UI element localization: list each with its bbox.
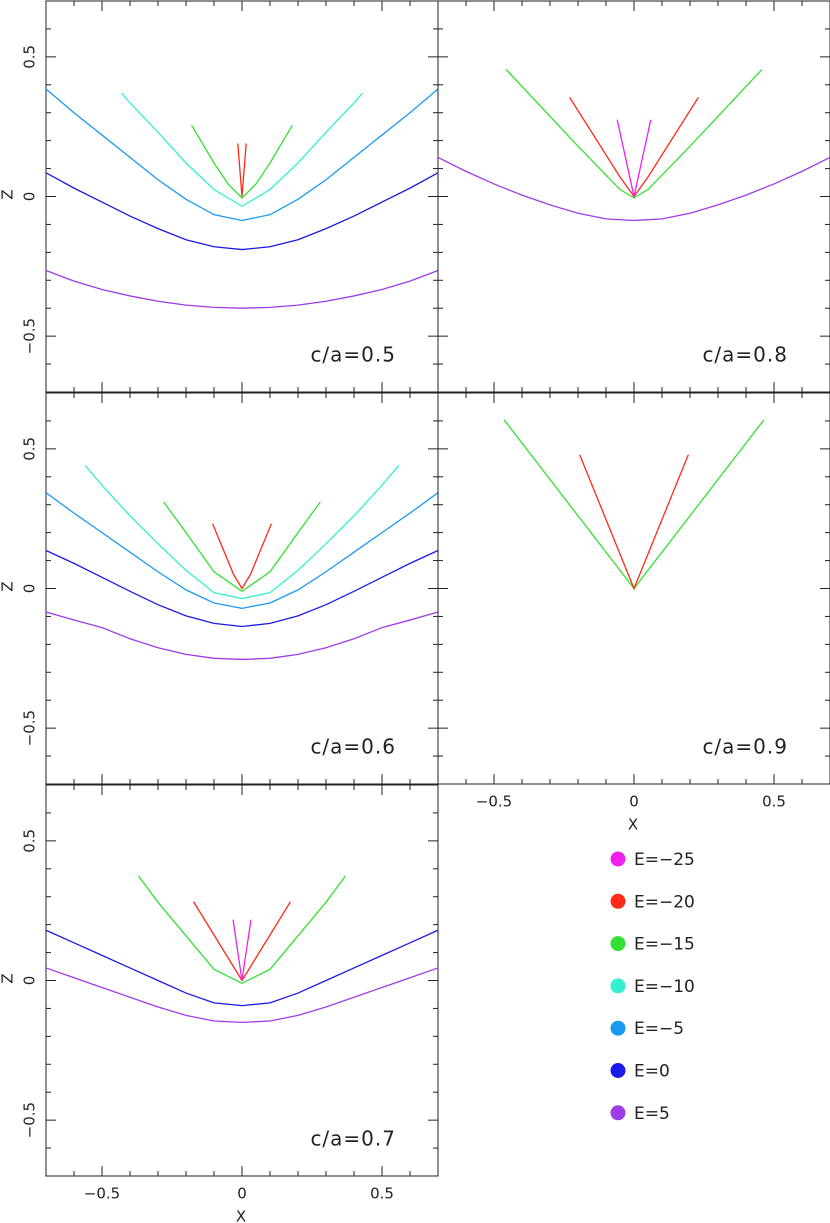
curve	[121, 92, 363, 208]
panel-title: c/a=0.6	[310, 735, 396, 759]
legend-swatch	[610, 893, 626, 909]
y-tick-label: 0	[21, 976, 39, 986]
curve	[45, 929, 439, 1007]
x-tick-label: 0.5	[370, 1185, 394, 1203]
x-tick-label: −0.5	[84, 1185, 120, 1203]
y-tick-label: 0.5	[21, 45, 39, 69]
x-axis-label: X	[236, 1208, 246, 1223]
curve	[137, 875, 347, 985]
legend-swatch	[610, 1063, 626, 1078]
legend-swatch	[610, 1020, 626, 1036]
x-tick-label: 0.5	[762, 793, 786, 811]
legend-label: E=−10	[634, 977, 695, 997]
curve	[616, 119, 652, 197]
curve	[193, 901, 291, 982]
y-tick-label: 0	[21, 192, 39, 202]
curve	[45, 549, 439, 628]
curve	[579, 454, 689, 591]
legend-swatch	[610, 1105, 626, 1121]
x-tick-label: 0	[237, 1185, 247, 1203]
legend-swatch	[610, 851, 626, 867]
curve	[505, 68, 763, 199]
panel-title: c/a=0.7	[310, 1127, 396, 1151]
legend-swatch	[610, 936, 626, 952]
y-axis-label: Z	[0, 189, 17, 199]
curve	[45, 88, 439, 222]
curve	[45, 611, 439, 661]
y-tick-label: −0.5	[21, 318, 39, 354]
curve	[45, 269, 439, 309]
curve	[437, 156, 830, 222]
panel-title: c/a=0.8	[702, 343, 788, 367]
y-axis-label: Z	[0, 581, 17, 591]
legend-label: E=5	[634, 1104, 670, 1124]
y-tick-label: 0.5	[21, 437, 39, 461]
legend-label: E=−15	[634, 935, 695, 955]
x-tick-label: −0.5	[476, 793, 512, 811]
legend-label: E=−20	[634, 892, 695, 912]
curve	[569, 97, 699, 198]
y-tick-label: −0.5	[21, 710, 39, 746]
y-tick-label: −0.5	[21, 1102, 39, 1138]
x-axis-label: X	[628, 816, 638, 834]
panel-title: c/a=0.5	[310, 343, 396, 367]
curve	[84, 465, 400, 600]
curve	[163, 501, 321, 593]
legend-label: E=0	[634, 1062, 670, 1082]
legend-label: E=−5	[634, 1019, 684, 1039]
curve	[237, 143, 247, 197]
curve	[191, 124, 293, 199]
curve	[45, 172, 439, 251]
curve	[503, 419, 765, 590]
x-tick-label: 0	[629, 793, 639, 811]
legend-label: E=−25	[634, 850, 695, 870]
curve	[211, 523, 273, 590]
curve	[45, 492, 439, 609]
panel-title: c/a=0.9	[702, 735, 788, 759]
curve	[232, 919, 252, 981]
y-axis-label: Z	[0, 973, 17, 983]
y-tick-label: 0	[21, 584, 39, 594]
legend-swatch	[610, 978, 626, 994]
y-tick-label: 0.5	[21, 829, 39, 853]
curve	[45, 967, 439, 1024]
